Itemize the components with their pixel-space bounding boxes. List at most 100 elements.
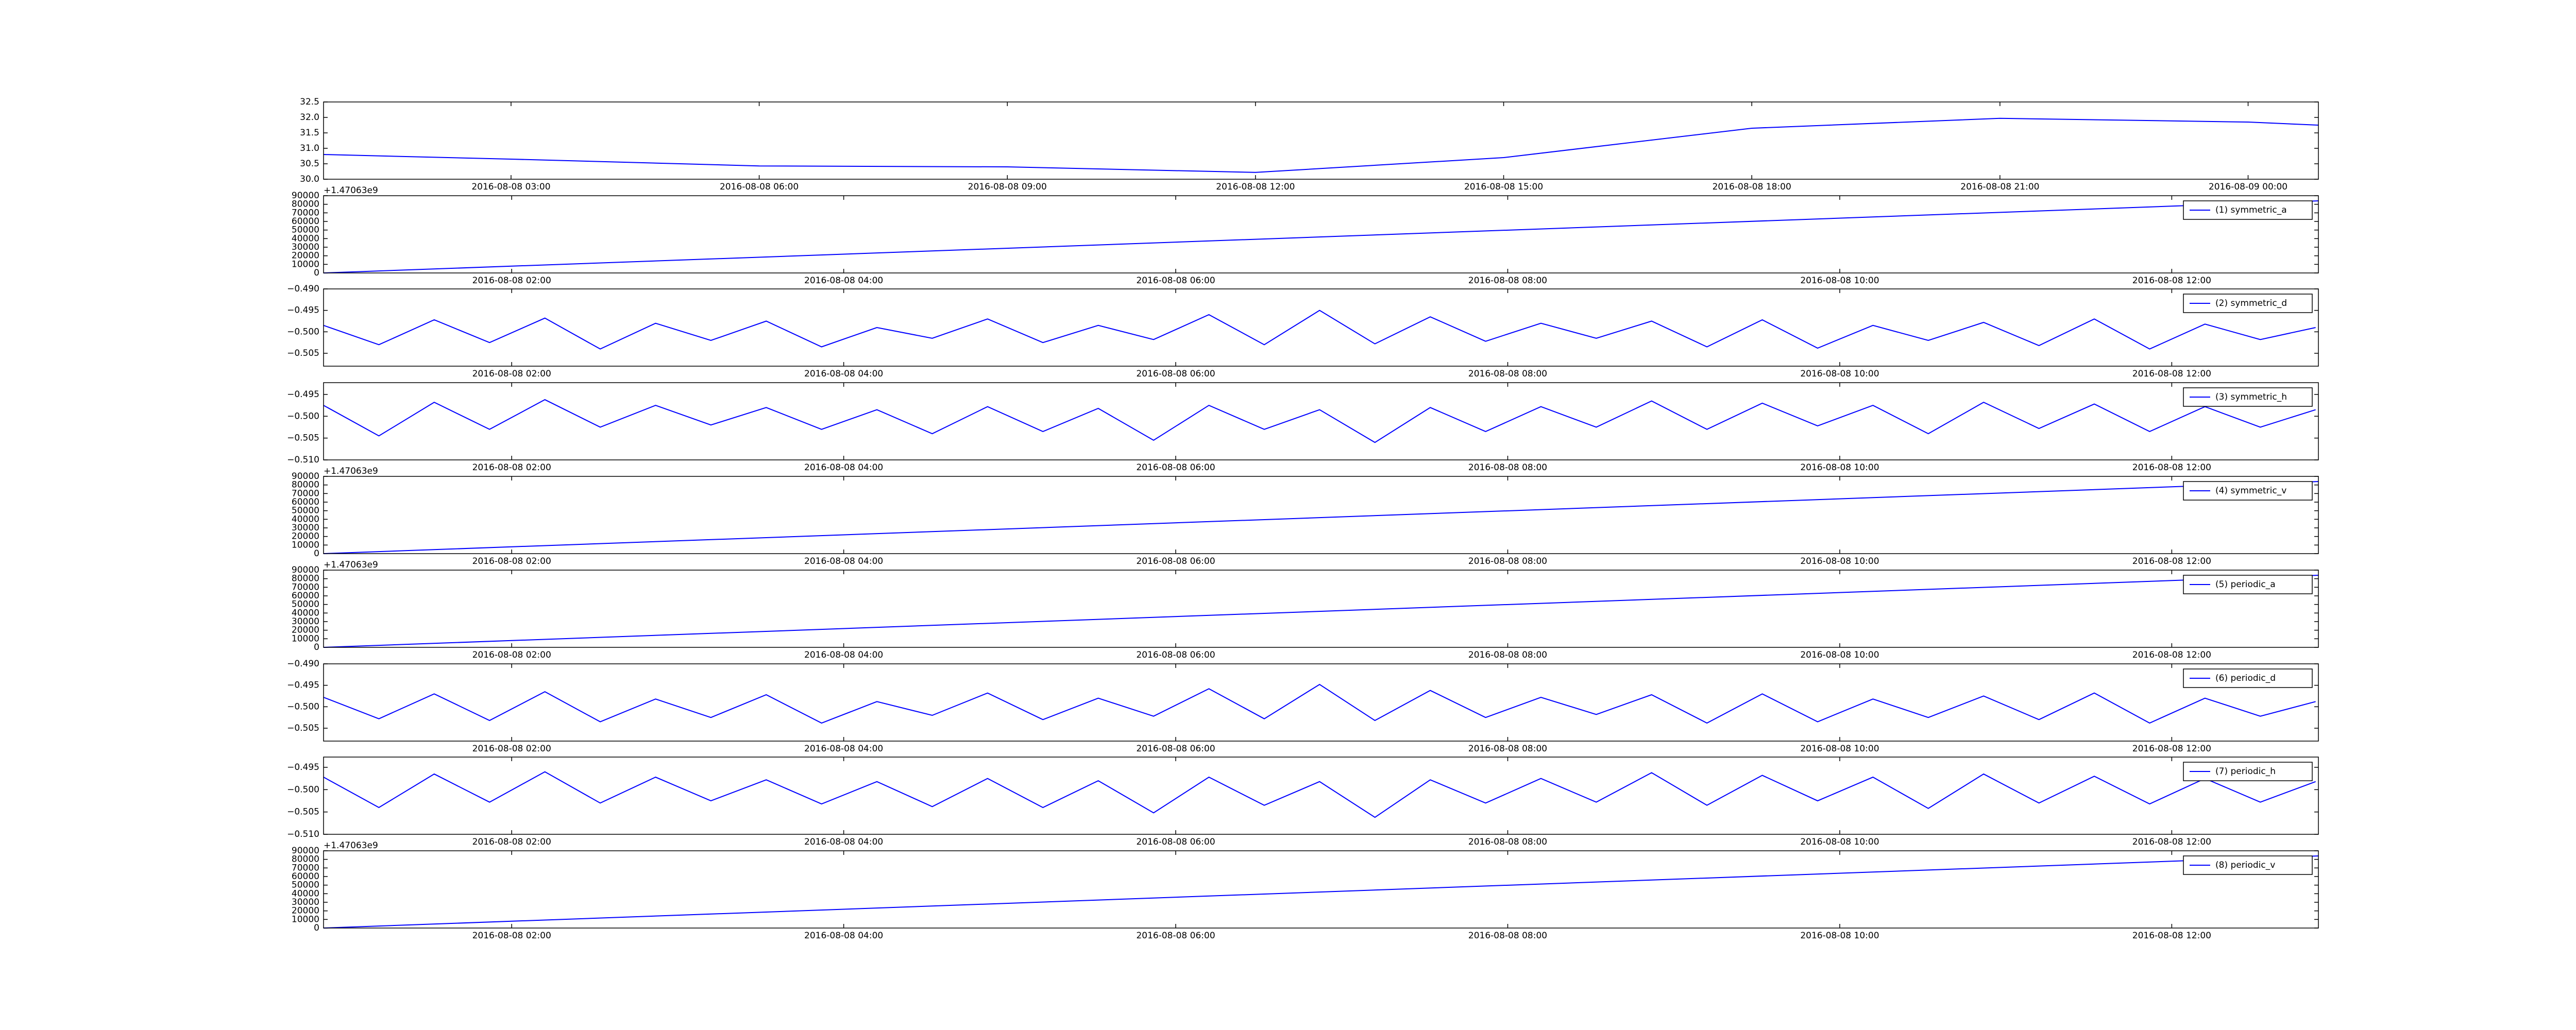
y-tick-label: 90000 xyxy=(292,191,319,201)
y-tick-label: 50000 xyxy=(292,880,319,890)
x-tick-label: 2016-08-08 02:00 xyxy=(472,744,551,754)
x-tick-label: 2016-08-08 04:00 xyxy=(804,369,883,379)
axes-frame xyxy=(323,476,2319,554)
x-tick-label: 2016-08-08 10:00 xyxy=(1800,931,1879,941)
y-tick-label: 0 xyxy=(314,268,319,278)
x-tick-label: 2016-08-08 06:00 xyxy=(1136,931,1215,941)
y-tick-label: 50000 xyxy=(292,225,319,235)
x-tick-label: 2016-08-08 02:00 xyxy=(472,462,551,473)
x-tick-label: 2016-08-08 04:00 xyxy=(804,276,883,286)
y-tick-label: 40000 xyxy=(292,888,319,899)
y-tick-label: 30.0 xyxy=(300,174,319,184)
y-tick-label: −0.505 xyxy=(287,723,319,733)
x-tick-label: 2016-08-08 09:00 xyxy=(968,182,1047,192)
y-tick-label: 20000 xyxy=(292,906,319,916)
y-tick-label: 80000 xyxy=(292,480,319,490)
x-tick-label: 2016-08-08 06:00 xyxy=(1136,369,1215,379)
axes-frame xyxy=(323,663,2319,742)
x-tick-label: 2016-08-08 04:00 xyxy=(804,556,883,566)
x-tick-label: 2016-08-08 08:00 xyxy=(1468,276,1547,286)
y-tick-label: 70000 xyxy=(292,582,319,592)
x-tick-label: 2016-08-08 10:00 xyxy=(1800,744,1879,754)
x-tick-label: 2016-08-08 04:00 xyxy=(804,837,883,847)
y-tick-label: −0.500 xyxy=(287,784,319,795)
x-tick-label: 2016-08-08 06:00 xyxy=(1136,837,1215,847)
x-tick-label: 2016-08-08 02:00 xyxy=(472,556,551,566)
y-tick-label: 32.5 xyxy=(300,97,319,107)
offset-text: +1.47063e9 xyxy=(324,185,378,196)
legend-label: (1) symmetric_a xyxy=(2215,205,2287,215)
x-tick-label: 2016-08-08 12:00 xyxy=(2132,650,2211,660)
axes-frame xyxy=(323,382,2319,460)
x-tick-label: 2016-08-08 06:00 xyxy=(1136,276,1215,286)
x-tick-label: 2016-08-08 10:00 xyxy=(1800,369,1879,379)
x-tick-label: 2016-08-08 08:00 xyxy=(1468,744,1547,754)
y-tick-label: 30000 xyxy=(292,242,319,252)
x-tick-label: 2016-08-08 02:00 xyxy=(472,837,551,847)
y-tick-label: 20000 xyxy=(292,531,319,542)
x-tick-label: 2016-08-08 21:00 xyxy=(1960,182,2039,192)
x-tick-label: 2016-08-08 06:00 xyxy=(1136,650,1215,660)
y-tick-label: 40000 xyxy=(292,514,319,524)
x-tick-label: 2016-08-08 06:00 xyxy=(1136,556,1215,566)
data-line xyxy=(323,481,2319,554)
offset-text: +1.47063e9 xyxy=(324,560,378,570)
y-tick-label: 0 xyxy=(314,923,319,933)
y-tick-label: 50000 xyxy=(292,599,319,610)
y-tick-label: −0.500 xyxy=(287,327,319,337)
y-tick-label: 30000 xyxy=(292,616,319,627)
offset-text: +1.47063e9 xyxy=(324,840,378,851)
data-line xyxy=(323,310,2316,350)
legend-label: (4) symmetric_v xyxy=(2215,486,2286,496)
x-tick-label: 2016-08-08 04:00 xyxy=(804,931,883,941)
data-line xyxy=(323,200,2319,273)
y-tick-label: −0.490 xyxy=(287,284,319,294)
legend-label: (7) periodic_h xyxy=(2215,766,2276,777)
y-tick-label: −0.505 xyxy=(287,807,319,817)
x-tick-label: 2016-08-08 03:00 xyxy=(471,182,550,192)
y-tick-label: 30.5 xyxy=(300,159,319,169)
y-tick-label: 70000 xyxy=(292,208,319,218)
y-tick-label: 31.0 xyxy=(300,143,319,153)
legend-label: (3) symmetric_h xyxy=(2215,392,2287,402)
x-tick-label: 2016-08-08 04:00 xyxy=(804,462,883,473)
y-tick-label: 40000 xyxy=(292,608,319,618)
x-tick-label: 2016-08-08 10:00 xyxy=(1800,837,1879,847)
y-tick-label: 80000 xyxy=(292,854,319,865)
axes-frame xyxy=(323,570,2319,648)
y-tick-label: 70000 xyxy=(292,488,319,499)
y-tick-label: −0.490 xyxy=(287,659,319,669)
x-tick-label: 2016-08-08 12:00 xyxy=(2132,556,2211,566)
x-tick-label: 2016-08-08 12:00 xyxy=(2132,369,2211,379)
y-tick-label: 30000 xyxy=(292,897,319,907)
x-tick-label: 2016-08-08 06:00 xyxy=(1136,462,1215,473)
y-tick-label: −0.510 xyxy=(287,829,319,839)
y-tick-label: 0 xyxy=(314,642,319,653)
x-tick-label: 2016-08-08 12:00 xyxy=(2132,744,2211,754)
y-tick-label: 60000 xyxy=(292,497,319,507)
y-tick-label: −0.505 xyxy=(287,433,319,443)
y-tick-label: −0.510 xyxy=(287,455,319,465)
x-tick-label: 2016-08-08 18:00 xyxy=(1713,182,1791,192)
y-tick-label: 31.5 xyxy=(300,128,319,138)
x-tick-label: 2016-08-08 15:00 xyxy=(1464,182,1543,192)
x-tick-label: 2016-08-08 08:00 xyxy=(1468,931,1547,941)
x-tick-label: 2016-08-08 10:00 xyxy=(1800,276,1879,286)
x-tick-label: 2016-08-08 02:00 xyxy=(472,931,551,941)
x-tick-label: 2016-08-08 02:00 xyxy=(472,369,551,379)
y-tick-label: 30000 xyxy=(292,523,319,533)
legend-label: (6) periodic_d xyxy=(2215,673,2276,683)
y-tick-label: 60000 xyxy=(292,216,319,227)
x-tick-label: 2016-08-08 04:00 xyxy=(804,650,883,660)
x-tick-label: 2016-08-08 08:00 xyxy=(1468,556,1547,566)
y-tick-label: 10000 xyxy=(292,914,319,924)
x-tick-label: 2016-08-08 08:00 xyxy=(1468,650,1547,660)
x-tick-label: 2016-08-08 10:00 xyxy=(1800,556,1879,566)
data-line xyxy=(323,399,2316,443)
x-tick-label: 2016-08-08 12:00 xyxy=(1216,182,1295,192)
axes-frame xyxy=(323,850,2319,929)
x-tick-label: 2016-08-08 10:00 xyxy=(1800,462,1879,473)
y-tick-label: 0 xyxy=(314,548,319,559)
